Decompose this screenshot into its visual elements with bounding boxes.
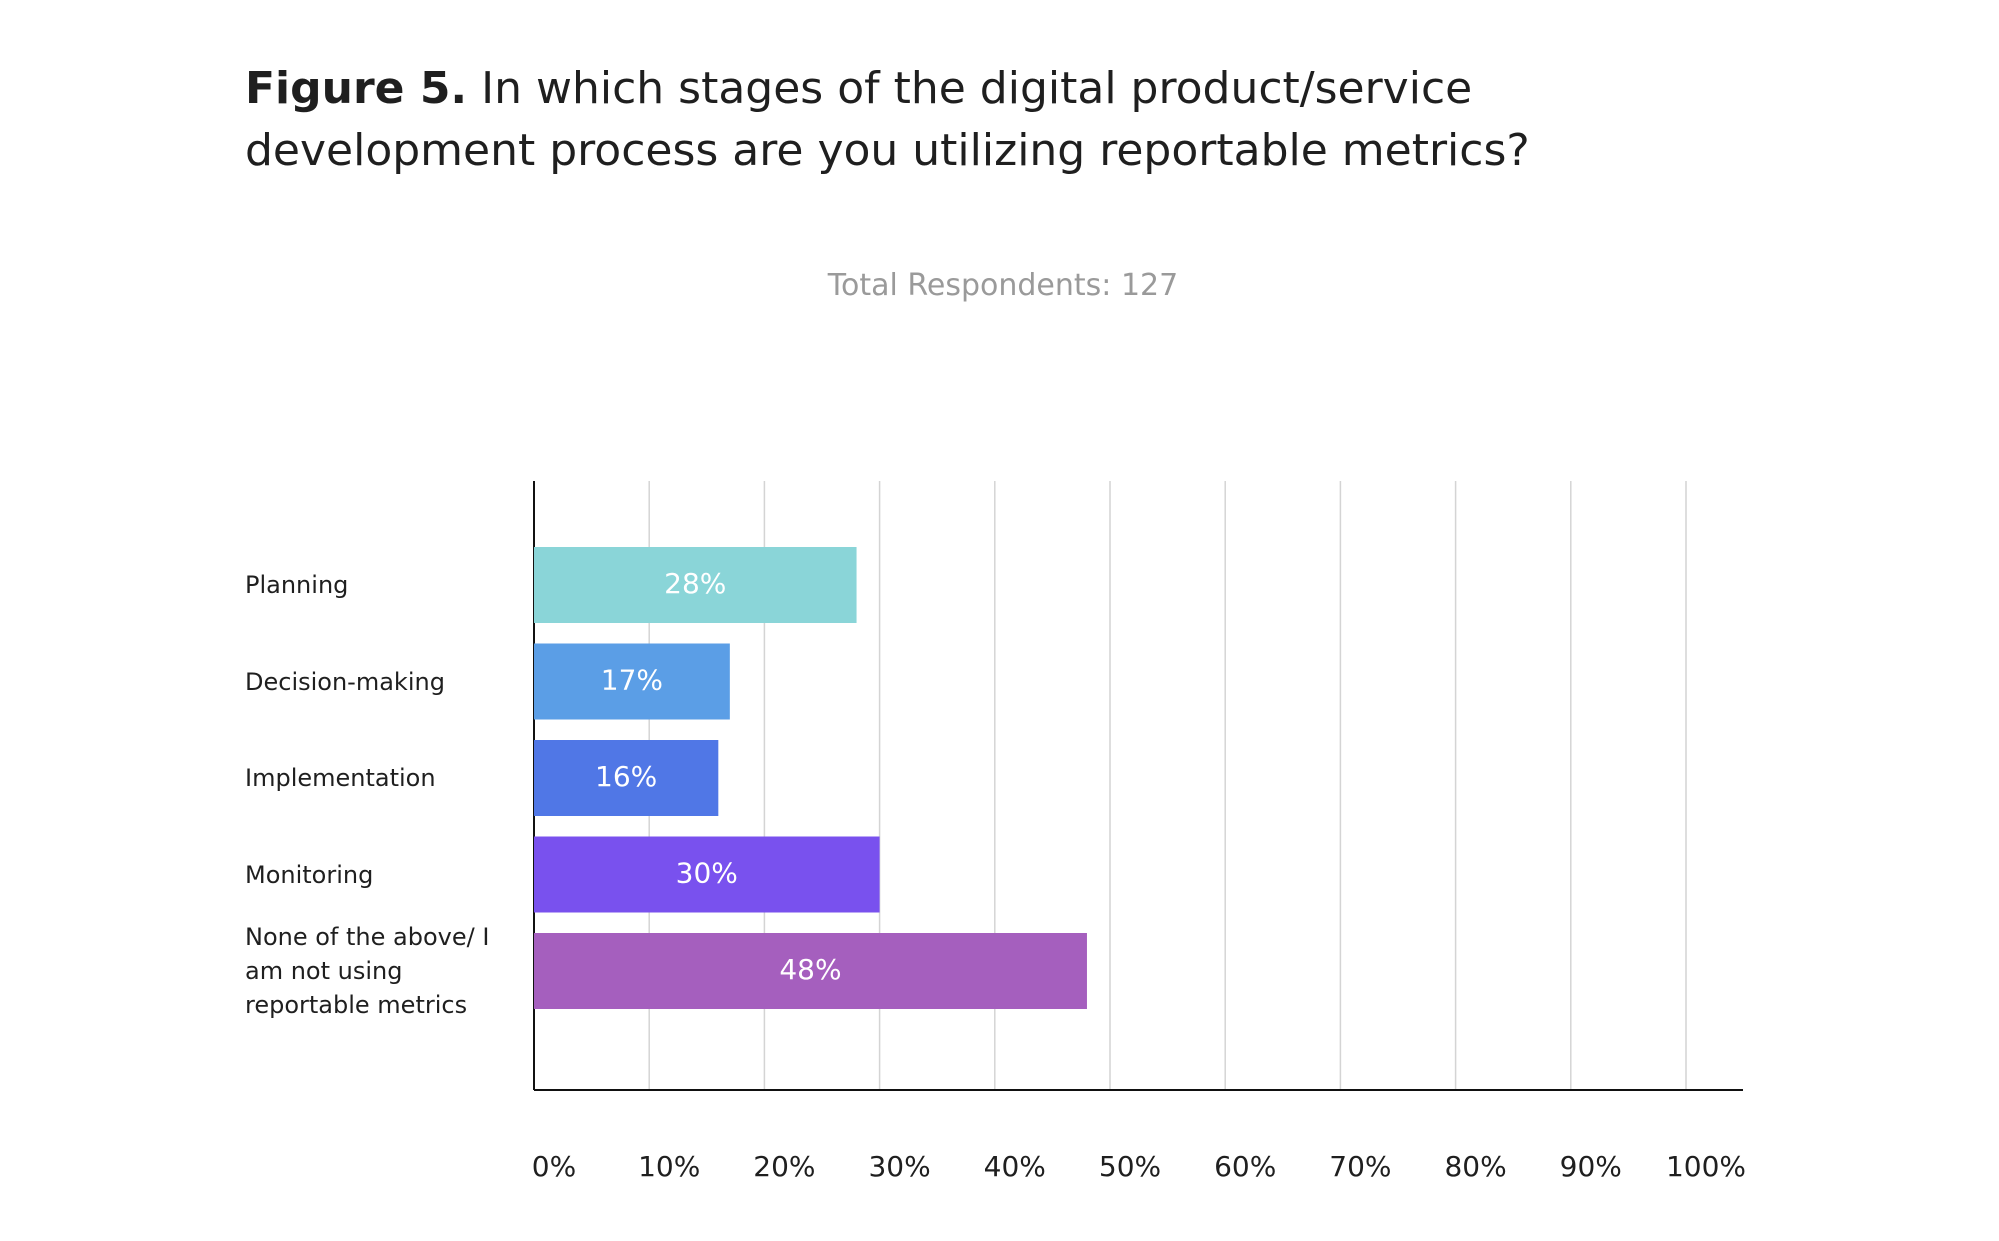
value-label: 28% [664, 567, 726, 600]
x-tick-label: 30% [868, 1150, 930, 1183]
category-label: None of the above/ I am not using report… [245, 923, 490, 1019]
bar [534, 740, 719, 816]
bar [534, 836, 880, 913]
bar [534, 933, 1087, 1009]
bar [534, 643, 730, 720]
x-tick-label: 0% [532, 1150, 576, 1183]
chart-title: Figure 5. In which stages of the digital… [245, 58, 1605, 182]
x-tick-label: 10% [638, 1150, 700, 1183]
subtitle: Total Respondents: 127 [827, 268, 1179, 303]
x-tick-label: 80% [1444, 1150, 1506, 1183]
x-tick-label: 70% [1329, 1150, 1391, 1183]
title-text: In which stages of the digital product/s… [245, 63, 1530, 176]
category-label: Monitoring [245, 860, 374, 889]
bar [534, 547, 857, 623]
x-tick-label: 20% [753, 1150, 815, 1183]
value-label: 17% [601, 664, 663, 697]
x-tick-label: 60% [1214, 1150, 1276, 1183]
value-label: 30% [676, 857, 738, 890]
x-tick-label: 50% [1099, 1150, 1161, 1183]
x-tick-label: 90% [1560, 1150, 1622, 1183]
value-label: 16% [595, 760, 657, 793]
category-label: Implementation [245, 764, 436, 792]
value-label: 48% [779, 953, 841, 986]
x-tick-label: 100% [1666, 1150, 1746, 1183]
title-label: Figure 5. [245, 63, 468, 114]
x-tick-label: 40% [984, 1150, 1046, 1183]
category-label: Decision-making [245, 667, 445, 696]
category-label: Planning [245, 571, 349, 599]
